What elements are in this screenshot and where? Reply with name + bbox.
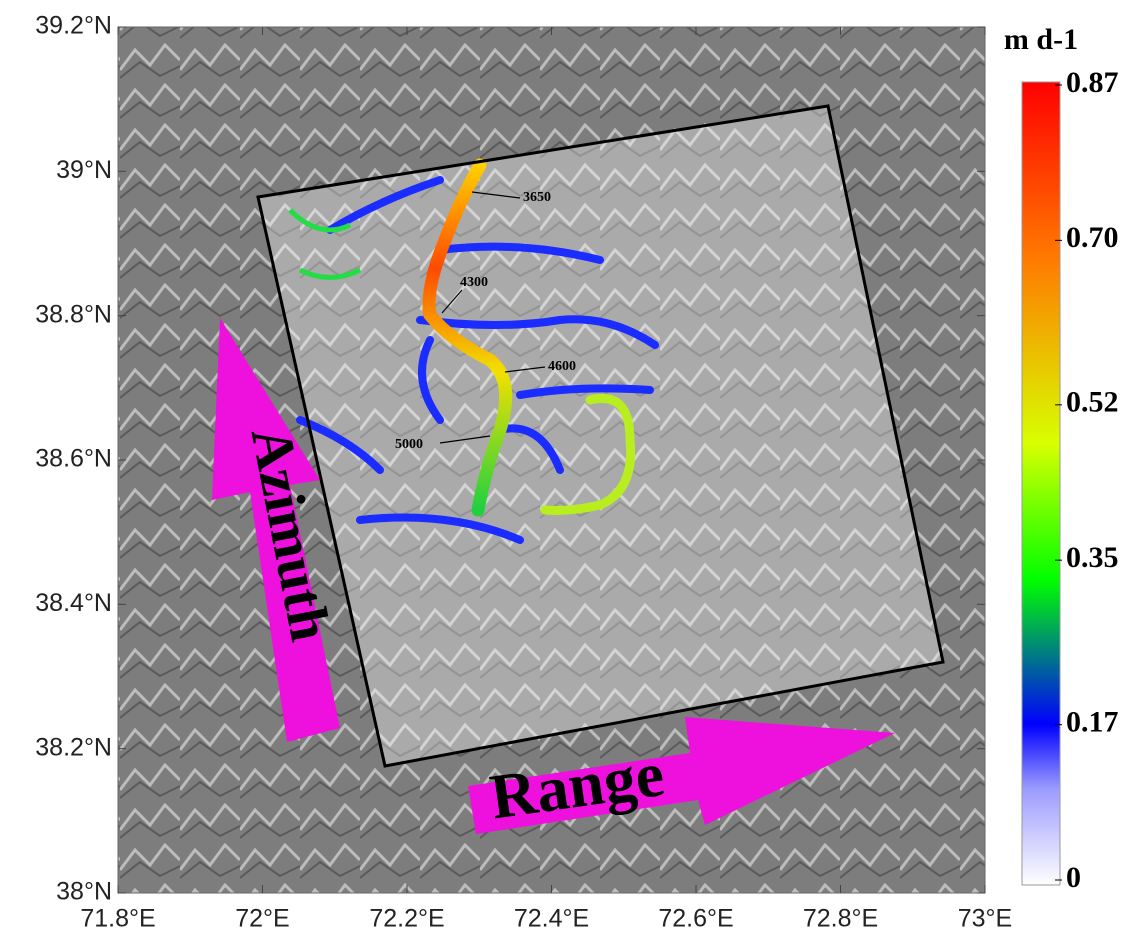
y-tick-label: 38.8°N bbox=[35, 300, 112, 328]
y-tick-label: 38.4°N bbox=[35, 589, 112, 617]
page: {"map": { "xlim": [71.8, 73.0], "ylim": … bbox=[0, 0, 1141, 944]
colorbar bbox=[1022, 82, 1060, 885]
y-tick-label: 38°N bbox=[56, 878, 112, 906]
colorbar-tick-label: 0.52 bbox=[1066, 386, 1119, 419]
colorbar-tick-label: 0 bbox=[1066, 861, 1081, 894]
annotation: 5000 bbox=[395, 437, 423, 452]
x-tick-label: 72.8°E bbox=[803, 905, 878, 933]
colorbar-title: m d-1 bbox=[1004, 23, 1078, 56]
annotation: 3650 bbox=[523, 190, 551, 205]
y-tick-label: 39.2°N bbox=[35, 12, 112, 40]
colorbar-tick-label: 0.70 bbox=[1066, 221, 1119, 254]
x-tick-label: 72°E bbox=[235, 905, 289, 933]
y-tick-label: 38.6°N bbox=[35, 445, 112, 473]
x-tick-label: 73°E bbox=[958, 905, 1012, 933]
x-tick-label: 72.6°E bbox=[658, 905, 733, 933]
x-tick-label: 72.4°E bbox=[514, 905, 589, 933]
y-tick-label: 39°N bbox=[56, 156, 112, 184]
colorbar-tick-label: 0.17 bbox=[1066, 706, 1119, 739]
annotation: 4300 bbox=[460, 275, 488, 290]
x-tick-label: 71.8°E bbox=[80, 905, 155, 933]
x-tick-label: 72.2°E bbox=[369, 905, 444, 933]
map-area: 3650 4300 4600 5000 Azimuth Range bbox=[118, 27, 985, 893]
map-figure: 3650 4300 4600 5000 Azimuth Range m d-1 … bbox=[0, 0, 1141, 944]
colorbar-tick-label: 0.87 bbox=[1066, 66, 1119, 99]
colorbar-tick-label: 0.35 bbox=[1066, 541, 1119, 574]
annotation: 4600 bbox=[548, 359, 576, 374]
y-tick-label: 38.2°N bbox=[35, 733, 112, 761]
